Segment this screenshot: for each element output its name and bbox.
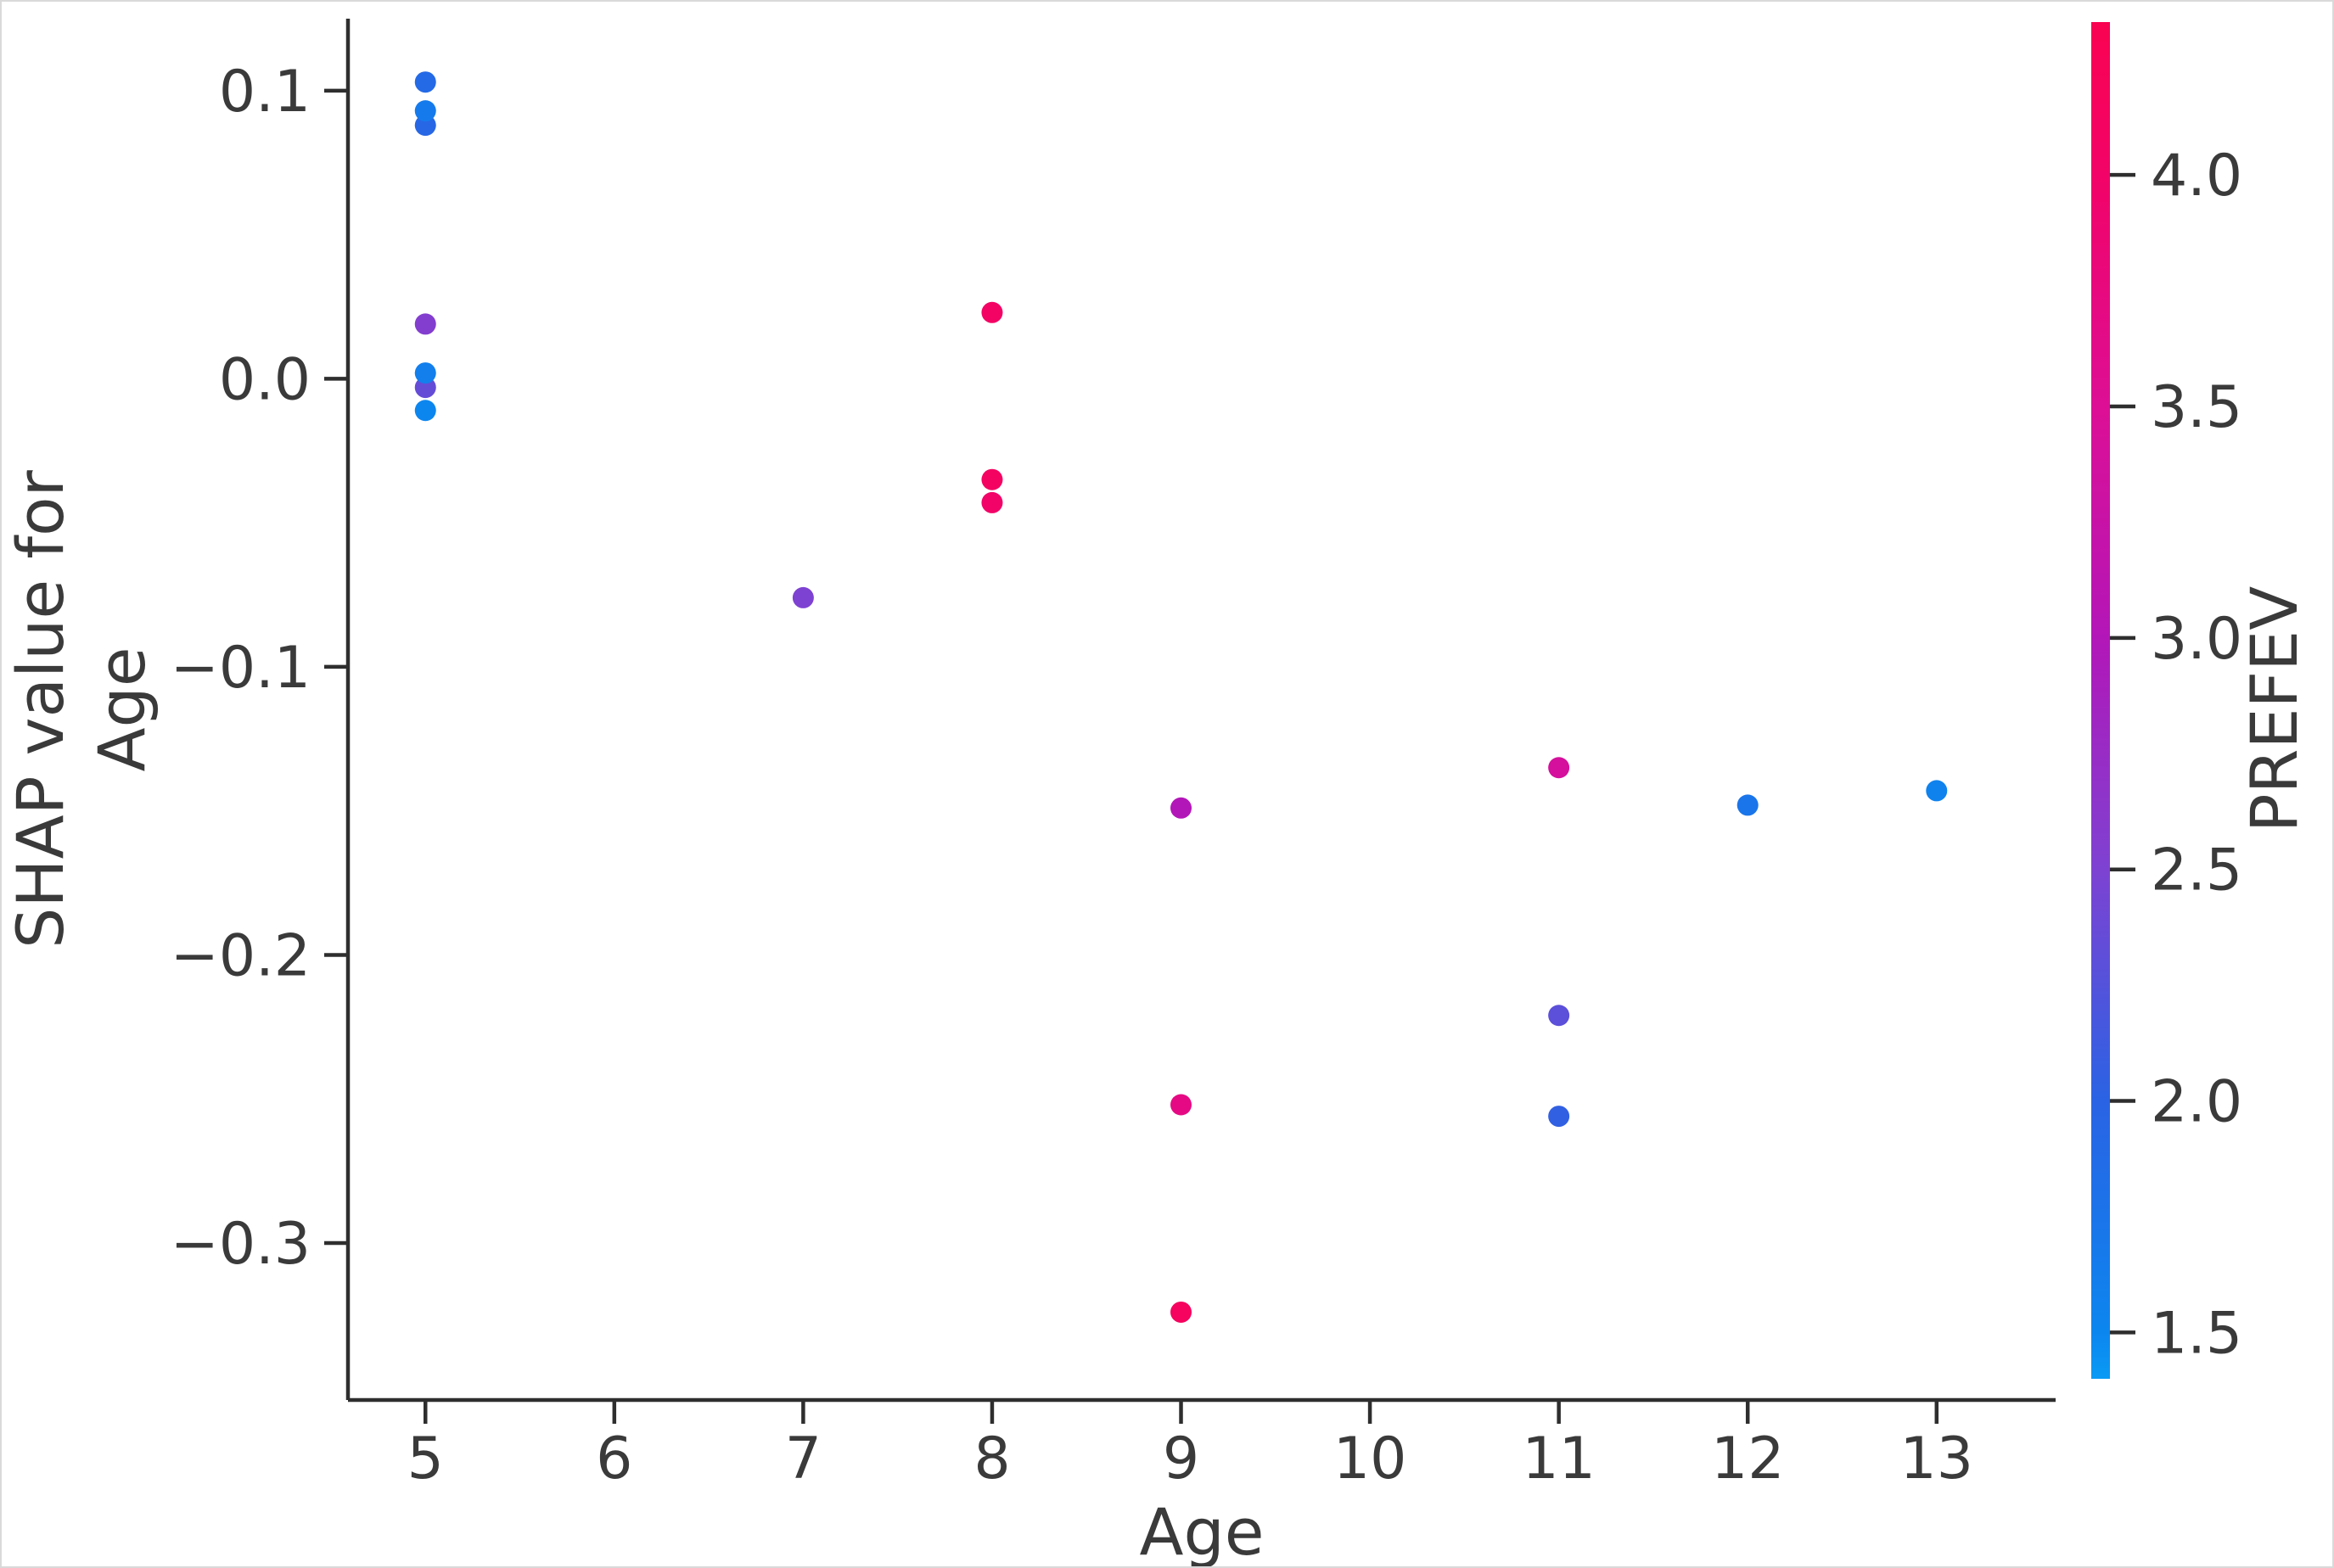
axes-spines [345, 19, 2056, 1403]
colorbar-title: PREFEV [2236, 586, 2312, 832]
data-point [414, 362, 436, 384]
data-point [1170, 1094, 1192, 1116]
data-point [1548, 1005, 1570, 1027]
y-tick-label: −0.3 [171, 1211, 311, 1278]
x-tick-label: 9 [1163, 1425, 1199, 1492]
x-tick-label: 8 [973, 1425, 1010, 1492]
x-tick-label: 7 [785, 1425, 822, 1492]
y-tick-label: 0.0 [219, 346, 311, 413]
colorbar-tick-label: 1.5 [2151, 1300, 2242, 1367]
x-tick-label: 12 [1711, 1425, 1785, 1492]
y-tick-label: −0.1 [171, 635, 311, 702]
data-point [1926, 780, 1948, 802]
data-point [1548, 757, 1570, 779]
y-axis-title-line1: SHAP value for [3, 469, 78, 948]
y-tick-label: −0.2 [171, 922, 311, 989]
data-point [981, 301, 1003, 323]
colorbar: 4.0 3.5 3.0 2.5 2.0 1.5 PREFEV [2091, 22, 2312, 1379]
x-axis-ticks: 5 6 7 8 9 10 11 12 13 [407, 1400, 1973, 1492]
x-tick-label: 5 [407, 1425, 444, 1492]
colorbar-tick-label: 2.5 [2151, 837, 2242, 904]
y-axis-ticks: 0.1 0.0 −0.1 −0.2 −0.3 [171, 59, 348, 1278]
y-axis-title-line2: Age [84, 647, 160, 772]
data-point [981, 491, 1003, 513]
data-point [1170, 797, 1192, 819]
data-point [792, 586, 814, 608]
x-tick-label: 6 [596, 1425, 632, 1492]
data-point [981, 468, 1003, 490]
colorbar-tick-label: 3.0 [2151, 606, 2242, 673]
y-axis-title: SHAP value for Age [3, 469, 160, 948]
data-point [1548, 1106, 1570, 1128]
data-point [414, 313, 436, 335]
data-point [1736, 794, 1759, 816]
y-tick-label: 0.1 [219, 59, 311, 126]
colorbar-gradient-bar [2091, 22, 2110, 1379]
colorbar-tick-label: 3.5 [2151, 374, 2242, 441]
x-tick-label: 11 [1522, 1425, 1596, 1492]
colorbar-tick-label: 4.0 [2151, 143, 2242, 210]
data-point [414, 400, 436, 422]
colorbar-ticks: 4.0 3.5 3.0 2.5 2.0 1.5 [2110, 143, 2242, 1367]
colorbar-tick-label: 2.0 [2151, 1069, 2242, 1136]
data-point [414, 71, 436, 93]
data-point [414, 100, 436, 122]
scatter-points-layer [414, 71, 1948, 1323]
x-tick-label: 10 [1333, 1425, 1407, 1492]
x-tick-label: 13 [1900, 1425, 1974, 1492]
data-point [1170, 1301, 1192, 1323]
x-axis-title: Age [1140, 1494, 1265, 1566]
